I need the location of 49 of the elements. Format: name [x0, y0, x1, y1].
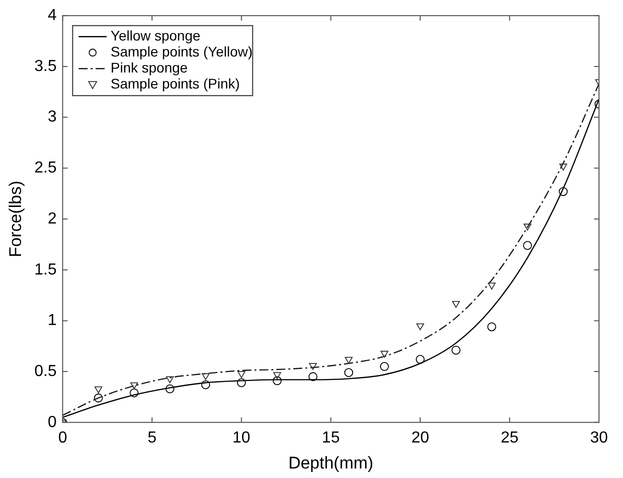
- y-tick-label: 3.5: [34, 58, 57, 75]
- x-tick-label: 10: [232, 429, 250, 446]
- point: [94, 394, 103, 402]
- point: [238, 371, 246, 378]
- point: [380, 350, 388, 358]
- legend-label: Pink sponge: [110, 59, 188, 76]
- point: [523, 240, 532, 250]
- point: [487, 322, 496, 332]
- point: [524, 224, 532, 231]
- point: [558, 187, 568, 196]
- point: [94, 386, 102, 394]
- point: [236, 378, 246, 388]
- point: [130, 382, 138, 390]
- y-tick-label: 2.5: [34, 160, 57, 177]
- y-tick-label: 3: [48, 108, 57, 126]
- y-axis-title: Force(lbs): [6, 180, 25, 258]
- y-tick-label: 0.5: [34, 362, 57, 380]
- point: [344, 356, 353, 364]
- point: [309, 363, 317, 370]
- point: [308, 372, 318, 382]
- point: [272, 376, 282, 386]
- y-tick-label: 2: [48, 210, 57, 228]
- legend-label: Sample points (Yellow): [110, 43, 253, 60]
- point: [165, 384, 174, 394]
- point: [166, 376, 174, 384]
- y-tick-label: 0: [48, 414, 57, 431]
- point: [202, 373, 210, 380]
- x-tick-label: 15: [322, 429, 340, 446]
- x-tick-label: 5: [148, 429, 157, 446]
- point: [344, 368, 354, 378]
- point: [559, 164, 568, 171]
- point: [380, 362, 389, 371]
- legend-label: Sample points (Pink): [110, 75, 240, 92]
- point: [452, 300, 460, 308]
- y-tick-label: 4: [48, 7, 57, 24]
- point: [488, 282, 496, 290]
- point: [201, 380, 210, 390]
- point: [416, 354, 425, 364]
- point: [452, 346, 460, 355]
- point: [273, 372, 282, 380]
- x-tick-label: 30: [590, 429, 608, 446]
- y-tick-label: 1.5: [34, 261, 57, 278]
- x-tick-label: 25: [500, 429, 519, 446]
- point: [416, 323, 424, 330]
- point: [130, 388, 139, 398]
- legend-label: Yellow sponge: [110, 27, 201, 44]
- x-axis-title: Depth(mm): [288, 453, 374, 472]
- x-tick-label: 20: [411, 429, 430, 446]
- y-tick-label: 1: [48, 312, 57, 330]
